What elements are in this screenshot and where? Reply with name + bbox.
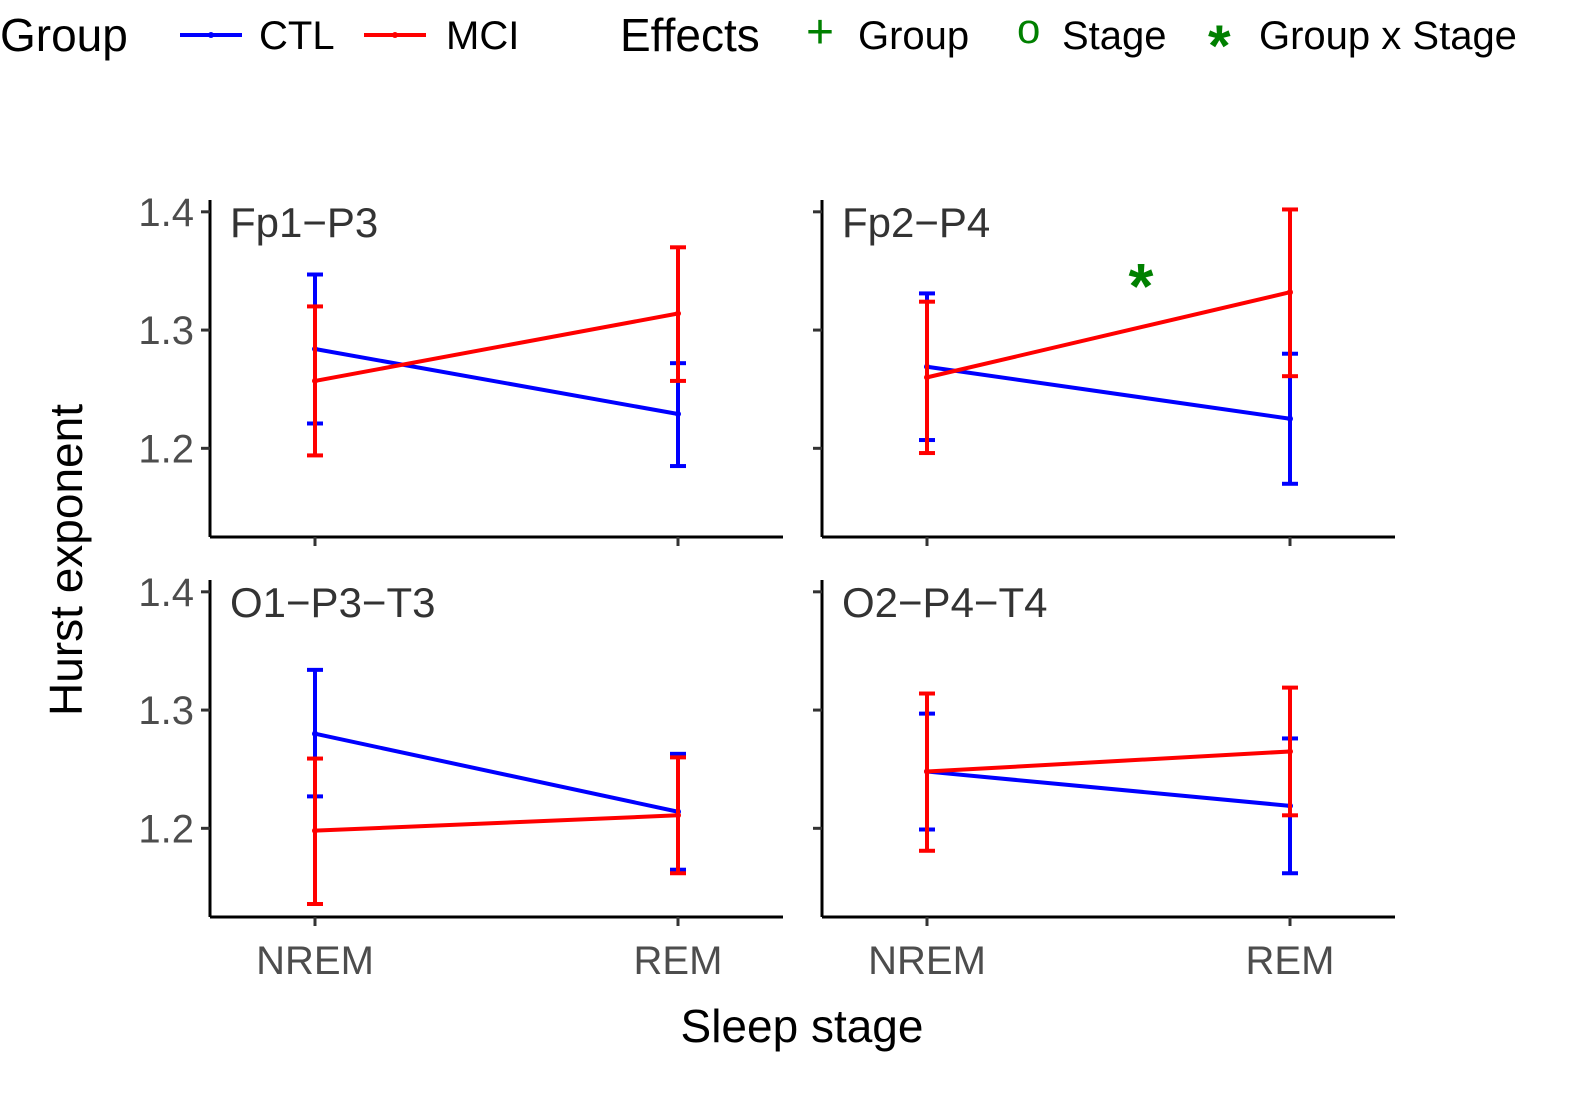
mci-line: [314, 813, 679, 833]
panel-4: NREM REM O2−P4−T4: [813, 579, 1395, 983]
mci-point: [924, 768, 930, 775]
mci-point: [924, 374, 930, 381]
mci-point: [312, 377, 318, 384]
panel-title: O1−P3−T3: [230, 579, 435, 626]
mci-point: [675, 310, 681, 317]
ctl-point: [1287, 415, 1293, 422]
ctl-point: [675, 411, 681, 418]
panel-title: Fp1−P3: [230, 199, 378, 246]
interaction-effect-marker: *: [1129, 250, 1154, 322]
legend-mci-point: [392, 32, 398, 38]
y-tick-label: 1.2: [138, 427, 194, 471]
legend-effect-group-label: Group: [858, 14, 969, 58]
y-tick-label: 1.3: [138, 309, 194, 353]
legend-ctl-label: CTL: [259, 14, 335, 58]
panel-3: 1.2 1.3 1.4 NREM REM O1−P3−T3: [138, 571, 783, 983]
ctl-line: [926, 364, 1291, 421]
x-tick-label: NREM: [868, 939, 986, 983]
panel-1: 1.2 1.3 1.4 Fp1−P3: [138, 191, 783, 546]
mci-point: [675, 812, 681, 819]
x-axis-title: Sleep stage: [681, 1000, 924, 1052]
ctl-point: [312, 730, 318, 737]
legend-effect-group-symbol: +: [806, 6, 834, 59]
panel-2: Fp2−P4 *: [813, 199, 1395, 546]
y-tick-label: 1.2: [138, 807, 194, 851]
y-axis-title: Hurst exponent: [40, 404, 92, 716]
x-tick-label: REM: [1246, 939, 1335, 983]
y-tick-label: 1.3: [138, 689, 194, 733]
y-tick-label: 1.4: [138, 571, 194, 615]
x-tick-label: NREM: [256, 939, 374, 983]
mci-line: [314, 311, 679, 383]
x-tick-label: REM: [634, 939, 723, 983]
legend-group-title: Group: [0, 9, 128, 61]
legend-effect-stage-symbol: o: [1017, 5, 1040, 52]
legend-effect-interaction-label: Group x Stage: [1259, 14, 1517, 58]
ctl-line: [926, 769, 1291, 808]
legend-effects-title: Effects: [620, 9, 760, 61]
ctl-line: [314, 347, 679, 416]
panels: 1.2 1.3 1.4 Fp1−P3 Fp2−P4 * 1.2 1.3 1.4 NREM REM O1…: [138, 191, 1395, 983]
ctl-line: [314, 731, 679, 814]
y-tick-label: 1.4: [138, 191, 194, 235]
legend-effect-interaction-symbol: *: [1208, 14, 1231, 79]
mci-point: [1287, 289, 1293, 296]
legend-mci-label: MCI: [446, 14, 519, 58]
mci-point: [312, 827, 318, 834]
panel-title: O2−P4−T4: [842, 579, 1047, 626]
mci-line: [926, 290, 1291, 380]
panel-title: Fp2−P4: [842, 199, 990, 246]
legend-effect-stage-label: Stage: [1062, 14, 1167, 58]
legend: Group CTL MCI Effects + Group o Stage * …: [0, 5, 1517, 79]
mci-point: [1287, 748, 1293, 755]
legend-ctl-point: [208, 32, 214, 38]
mci-line: [926, 749, 1291, 774]
